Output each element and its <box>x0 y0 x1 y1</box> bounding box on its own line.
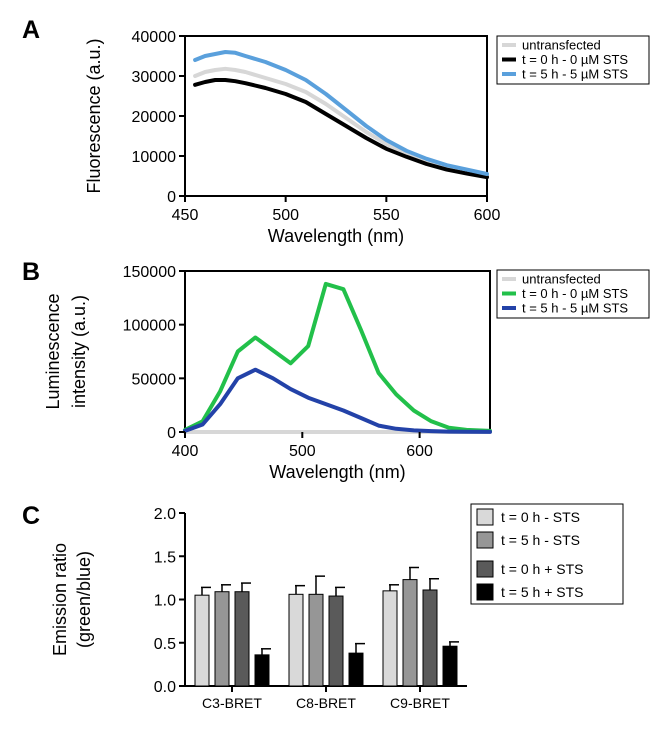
legend-swatch <box>476 583 494 601</box>
bar <box>402 579 418 687</box>
bar <box>328 595 344 687</box>
legend-box <box>496 35 650 85</box>
bar <box>214 591 230 687</box>
bar <box>422 589 438 687</box>
y-tick-label: 0.0 <box>154 679 176 696</box>
y-tick-label: 2.0 <box>154 506 176 523</box>
y-axis-label-line-2: (green/blue) <box>74 551 94 648</box>
legend-label: t = 0 h - 0 µM STS <box>522 286 628 301</box>
x-tick-label: 600 <box>474 207 501 224</box>
bar <box>254 654 270 687</box>
x-axis-label: Wavelength (nm) <box>268 226 404 246</box>
series-line-2 <box>183 281 492 433</box>
y-axis-label-line-1: Luminescence <box>43 293 63 409</box>
x-tick-label: 450 <box>172 207 199 224</box>
panel-letter: A <box>22 16 40 44</box>
y-tick-label: 30000 <box>132 69 177 86</box>
y-tick-label: 10000 <box>132 149 177 166</box>
y-axis-label-line-1: Emission ratio <box>50 543 70 656</box>
x-tick-label: 550 <box>373 207 400 224</box>
bar <box>308 593 324 687</box>
x-axis-label: Wavelength (nm) <box>269 462 405 482</box>
legend-label: t = 5 h - 5 µM STS <box>522 67 628 82</box>
y-tick-label: 0.5 <box>154 636 176 653</box>
legend-swatch <box>476 531 494 549</box>
legend-label: t = 0 h + STS <box>501 561 584 577</box>
y-tick-label: 50000 <box>132 371 177 388</box>
y-axis-label: Fluorescence (a.u.) <box>84 38 104 193</box>
panel-letter: B <box>22 258 40 286</box>
legend-label: untransfected <box>522 272 601 287</box>
x-tick-label: 500 <box>289 443 316 460</box>
legend-label: t = 5 h - 5 µM STS <box>522 301 628 316</box>
legend-label: untransfected <box>522 38 601 53</box>
legend-label: t = 0 h - 0 µM STS <box>522 52 628 67</box>
x-tick-label: C3-BRET <box>202 695 262 711</box>
legend-label: t = 5 h - STS <box>501 532 580 548</box>
bar <box>442 645 458 687</box>
series-line-3 <box>193 50 489 176</box>
y-tick-label: 0 <box>167 425 176 442</box>
bar <box>288 593 304 687</box>
y-tick-label: 20000 <box>132 109 177 126</box>
y-tick-label: 100000 <box>123 318 176 335</box>
panel-letter: C <box>22 502 40 530</box>
x-tick-label: 400 <box>172 443 199 460</box>
bar <box>348 652 364 687</box>
x-tick-label: 500 <box>272 207 299 224</box>
legend-swatch <box>476 560 494 578</box>
legend-label: t = 5 h + STS <box>501 584 584 600</box>
legend-label: t = 0 h - STS <box>501 509 580 525</box>
y-tick-label: 150000 <box>123 264 176 281</box>
series-line-3 <box>183 367 492 434</box>
legend-box <box>496 269 650 319</box>
bar <box>382 590 398 687</box>
x-tick-label: C8-BRET <box>296 695 356 711</box>
bar <box>234 591 250 687</box>
panel-c: C 0.0 0.5 1.0 1.5 2.0 C3-BRET C8-BRET C9-BRET Emi… <box>22 502 624 711</box>
x-tick-label: C9-BRET <box>390 695 450 711</box>
legend-swatch <box>476 508 494 526</box>
y-tick-label: 0 <box>167 189 176 206</box>
plot-frame <box>184 35 488 197</box>
y-tick-label: 1.0 <box>154 593 176 610</box>
x-tick-label: 600 <box>406 443 433 460</box>
panel-a: A 0 10000 20000 30000 40000 450 500 550 600 Wavele… <box>22 16 650 246</box>
bar <box>194 594 210 687</box>
legend-box <box>470 503 624 605</box>
y-axis-label-line-2: intensity (a.u.) <box>69 295 89 408</box>
y-tick-label: 40000 <box>132 29 177 46</box>
y-tick-label: 1.5 <box>154 549 176 566</box>
series-line-2 <box>193 78 489 180</box>
